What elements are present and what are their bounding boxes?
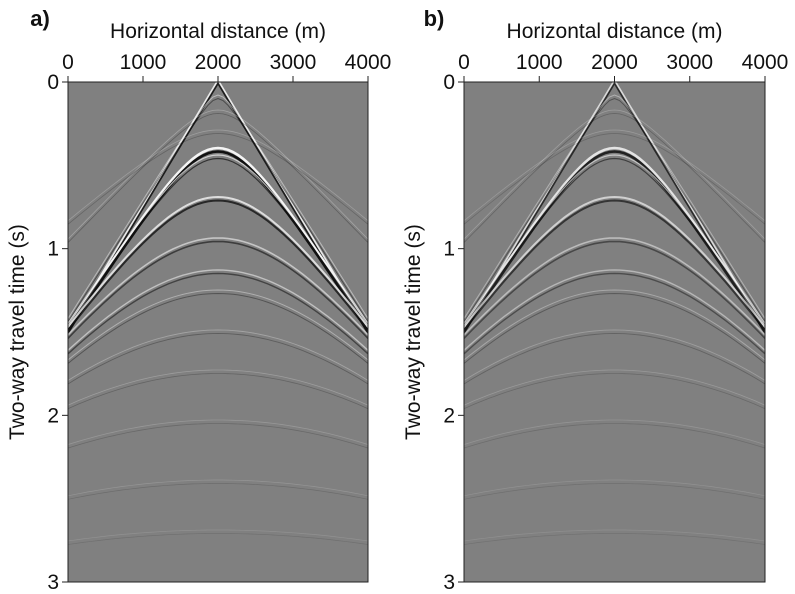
y-axis-title: Two-way travel time (s): [6, 224, 29, 440]
y-tick-label: 3: [47, 571, 59, 594]
y-tick-label: 1: [443, 238, 455, 261]
reflection: [464, 369, 765, 406]
reflection: [68, 113, 368, 243]
reflection: [464, 82, 765, 334]
x-tick-label: 0: [458, 51, 470, 74]
x-tick-label: 3000: [666, 51, 713, 74]
reflection: [464, 154, 765, 324]
reflection: [68, 157, 368, 328]
reflection: [68, 195, 368, 328]
reflection: [464, 269, 765, 351]
reflection: [464, 289, 765, 361]
reflection: [68, 483, 368, 500]
reflection: [68, 82, 368, 334]
reflection: [68, 94, 368, 319]
reflection: [464, 94, 765, 319]
y-tick-label: 2: [443, 404, 455, 427]
reflection: [464, 97, 765, 323]
reflection: [464, 199, 765, 332]
reflection: [68, 97, 368, 323]
reflection: [464, 109, 765, 240]
x-tick-label: 2000: [195, 51, 242, 74]
reflection: [464, 419, 765, 445]
reflection: [68, 419, 368, 445]
reflection: [68, 479, 368, 497]
reflection: [68, 237, 368, 336]
reflection: [464, 529, 765, 542]
reflection: [68, 133, 368, 225]
reflection: [68, 199, 368, 332]
reflection: [68, 269, 368, 351]
reflection: [464, 237, 765, 336]
y-tick-label: 0: [443, 71, 455, 94]
reflection: [68, 146, 368, 329]
reflection: [464, 157, 765, 328]
events: [68, 82, 368, 545]
reflection: [68, 129, 368, 222]
reflection: [464, 133, 765, 225]
y-tick-label: 0: [47, 71, 59, 94]
reflection: [464, 82, 765, 331]
reflection: [68, 292, 368, 364]
reflection: [464, 533, 765, 545]
x-tick-label: 3000: [270, 51, 317, 74]
x-tick-label: 1000: [120, 51, 167, 74]
reflection: [68, 369, 368, 406]
reflection: [464, 113, 765, 243]
reflection: [68, 533, 368, 545]
x-axis-title: Horizontal distance (m): [110, 20, 326, 43]
x-tick-label: 2000: [591, 51, 638, 74]
reflection: [68, 329, 368, 381]
reflection: [464, 423, 765, 449]
reflection: [464, 483, 765, 500]
x-tick-label: 4000: [345, 51, 392, 74]
reflection: [68, 150, 368, 332]
reflection: [68, 373, 368, 410]
panel-label: a): [30, 6, 50, 31]
x-tick-label: 1000: [516, 51, 563, 74]
reflection: [68, 423, 368, 449]
seismic-image: [464, 82, 765, 582]
reflection: [464, 373, 765, 410]
y-tick-label: 2: [47, 404, 59, 427]
reflection: [68, 82, 368, 331]
events: [464, 82, 765, 545]
reflection: [68, 272, 368, 355]
panel-label: b): [424, 6, 445, 31]
seismic-image: [68, 82, 368, 582]
reflection: [464, 129, 765, 222]
reflection: [464, 333, 765, 385]
reflection: [68, 333, 368, 385]
reflection: [464, 329, 765, 381]
y-tick-label: 3: [443, 571, 455, 594]
reflection: [68, 529, 368, 542]
y-tick-label: 1: [47, 238, 59, 261]
reflection: [464, 195, 765, 328]
reflection: [464, 272, 765, 355]
reflection: [464, 240, 765, 339]
x-axis-title: Horizontal distance (m): [507, 20, 723, 43]
x-tick-label: 0: [62, 51, 74, 74]
reflection: [68, 240, 368, 339]
reflection: [464, 146, 765, 329]
y-axis-title: Two-way travel time (s): [402, 224, 425, 440]
reflection: [68, 154, 368, 324]
reflection: [68, 109, 368, 240]
x-tick-label: 4000: [742, 51, 789, 74]
reflection: [464, 479, 765, 497]
reflection: [464, 150, 765, 332]
reflection: [464, 292, 765, 364]
reflection: [68, 289, 368, 361]
